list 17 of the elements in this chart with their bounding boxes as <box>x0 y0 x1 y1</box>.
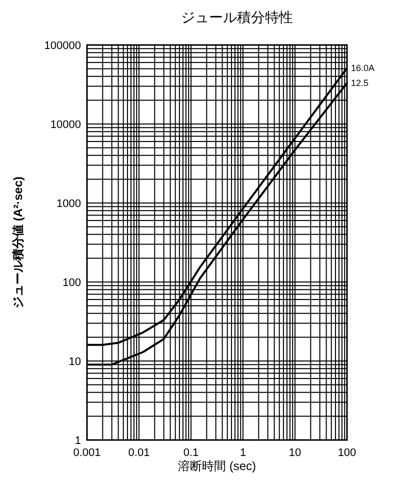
y-axis-title: ジュール積分値 (A²·sec) <box>11 176 25 309</box>
series-label: 12.5 <box>351 78 369 88</box>
x-tick-label: 0.01 <box>128 447 150 459</box>
x-tick-label: 0.001 <box>73 447 101 459</box>
chart-title: ジュール積分特性 <box>181 9 293 25</box>
y-tick-label: 1 <box>74 435 81 447</box>
x-tick-label: 0.1 <box>183 447 199 459</box>
y-tick-label: 10 <box>68 356 81 368</box>
y-tick-label: 1000 <box>56 198 81 210</box>
y-tick-label: 100 <box>62 277 81 289</box>
x-axis-title: 溶断時間 (sec) <box>178 459 256 473</box>
y-tick-label: 10000 <box>50 119 81 131</box>
y-tick-label: 100000 <box>44 40 81 52</box>
x-tick-label: 1 <box>240 447 246 459</box>
x-tick-label: 100 <box>338 447 356 459</box>
series-label: 16.0A <box>351 63 375 74</box>
x-tick-label: 10 <box>288 447 302 459</box>
